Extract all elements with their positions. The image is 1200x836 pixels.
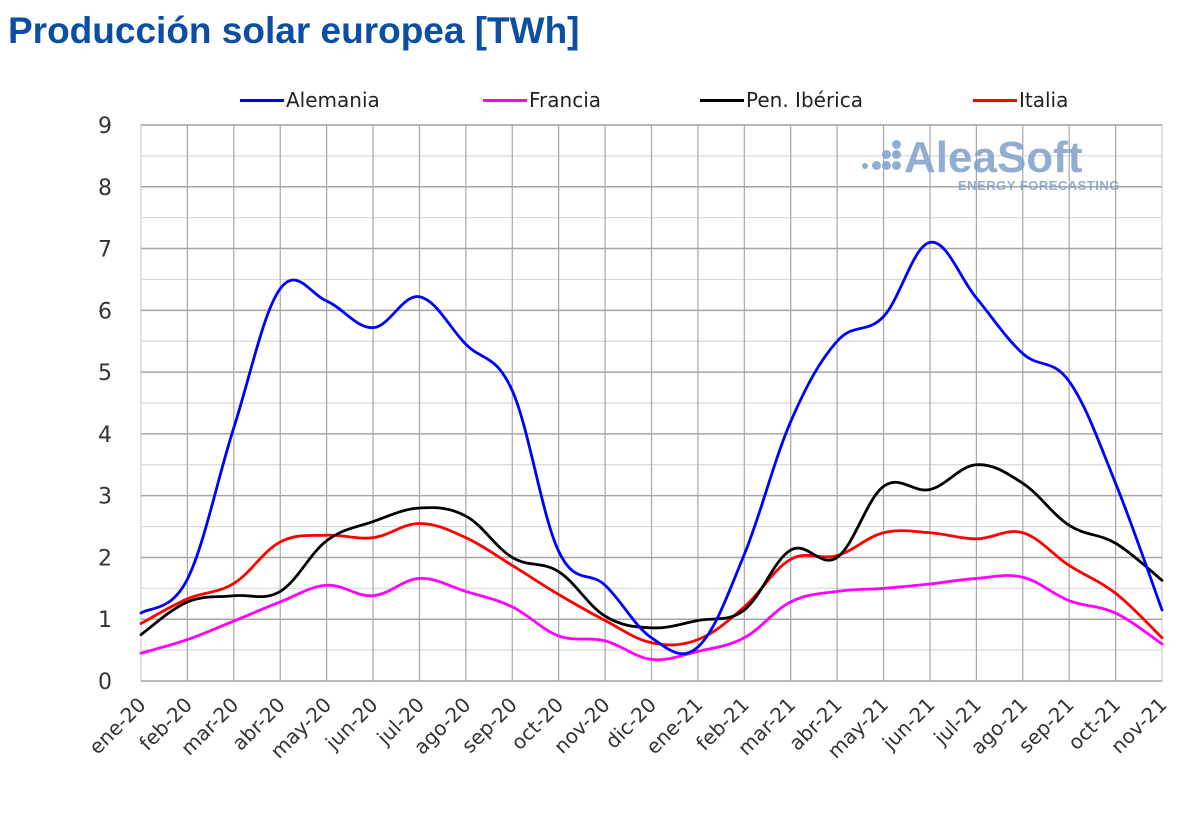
logo-dots-icon [862, 140, 902, 176]
x-axis-ticks: ene-20feb-20mar-20abr-20may-20jun-20jul-… [84, 693, 1171, 764]
y-axis-ticks: 0 1 2 3 4 5 6 7 8 9 [98, 114, 112, 695]
series-line-italia [139, 522, 1164, 647]
legend-item-italia: Italia [973, 88, 1068, 112]
x-tick-label: ene-20 [84, 693, 150, 759]
legend-item-francia: Francia [483, 88, 601, 112]
y-tick-label: 3 [98, 485, 112, 510]
legend-swatch-francia [483, 98, 527, 102]
legend-label: Italia [1019, 88, 1069, 112]
legend-label: Pen. Ibérica [746, 88, 863, 112]
chart-title: Producción solar europea [TWh] [8, 10, 580, 51]
y-tick-label: 6 [98, 299, 112, 324]
watermark-tagline: ENERGY FORECASTING [958, 178, 1120, 193]
x-tick-label: jun-21 [877, 693, 940, 756]
legend-label: Alemania [286, 88, 380, 112]
grid [140, 124, 1163, 682]
y-tick-label: 0 [98, 670, 112, 695]
legend-item-alemania: Alemania [240, 88, 380, 112]
series-line-pen-ib-rica [139, 463, 1164, 637]
legend-swatch-alemania [240, 98, 284, 102]
series-lines [139, 240, 1164, 662]
series-line-francia [139, 574, 1164, 662]
legend-item-pen-iberica: Pen. Ibérica [700, 88, 863, 112]
x-tick-label: jun-20 [320, 693, 383, 756]
legend-swatch-pen-iberica [700, 98, 744, 102]
y-tick-label: 1 [98, 608, 112, 633]
aleasoft-watermark: AleaSoft ENERGY FORECASTING [862, 133, 1119, 193]
y-tick-label: 2 [98, 546, 112, 571]
series-line-alemania [139, 240, 1164, 656]
legend: Alemania Francia Pen. Ibérica Italia [0, 88, 1200, 118]
y-tick-label: 7 [98, 238, 112, 263]
y-tick-label: 4 [98, 423, 112, 448]
y-tick-label: 9 [98, 114, 112, 139]
legend-swatch-italia [973, 98, 1017, 102]
y-tick-label: 5 [98, 361, 112, 386]
legend-label: Francia [529, 88, 602, 112]
watermark-brand: AleaSoft [904, 133, 1083, 182]
y-tick-label: 8 [98, 176, 112, 201]
